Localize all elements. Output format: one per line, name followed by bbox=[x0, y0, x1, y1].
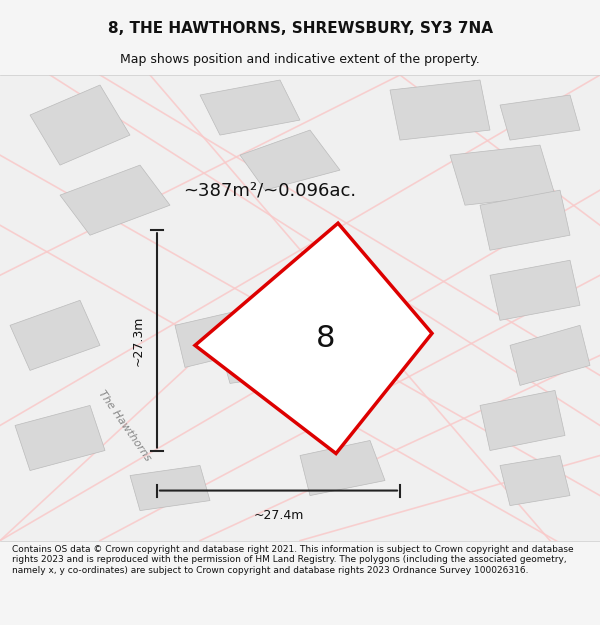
Polygon shape bbox=[30, 85, 130, 165]
Polygon shape bbox=[10, 300, 100, 371]
Polygon shape bbox=[15, 406, 105, 471]
Polygon shape bbox=[480, 391, 565, 451]
Polygon shape bbox=[510, 326, 590, 386]
Polygon shape bbox=[500, 456, 570, 506]
Polygon shape bbox=[390, 80, 490, 140]
Polygon shape bbox=[130, 466, 210, 511]
Polygon shape bbox=[60, 165, 170, 235]
Polygon shape bbox=[215, 316, 320, 383]
Polygon shape bbox=[175, 311, 255, 368]
Text: Contains OS data © Crown copyright and database right 2021. This information is : Contains OS data © Crown copyright and d… bbox=[12, 545, 574, 574]
Polygon shape bbox=[200, 80, 300, 135]
Text: 8, THE HAWTHORNS, SHREWSBURY, SY3 7NA: 8, THE HAWTHORNS, SHREWSBURY, SY3 7NA bbox=[107, 21, 493, 36]
Polygon shape bbox=[480, 190, 570, 250]
Polygon shape bbox=[300, 441, 385, 496]
Polygon shape bbox=[195, 223, 432, 454]
Text: Map shows position and indicative extent of the property.: Map shows position and indicative extent… bbox=[120, 52, 480, 66]
Polygon shape bbox=[240, 130, 340, 190]
Text: ~27.4m: ~27.4m bbox=[253, 509, 304, 522]
Text: ~387m²/~0.096ac.: ~387m²/~0.096ac. bbox=[184, 181, 356, 199]
Polygon shape bbox=[450, 145, 555, 205]
Text: 8: 8 bbox=[316, 324, 335, 353]
Text: ~27.3m: ~27.3m bbox=[132, 315, 145, 366]
Polygon shape bbox=[490, 260, 580, 321]
Text: The Hawthorns: The Hawthorns bbox=[97, 388, 153, 462]
Polygon shape bbox=[500, 95, 580, 140]
